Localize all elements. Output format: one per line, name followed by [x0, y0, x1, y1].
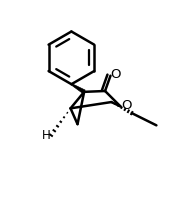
Polygon shape — [71, 84, 85, 94]
Text: O: O — [110, 67, 121, 81]
Text: O: O — [122, 99, 132, 112]
Text: H: H — [41, 129, 50, 142]
